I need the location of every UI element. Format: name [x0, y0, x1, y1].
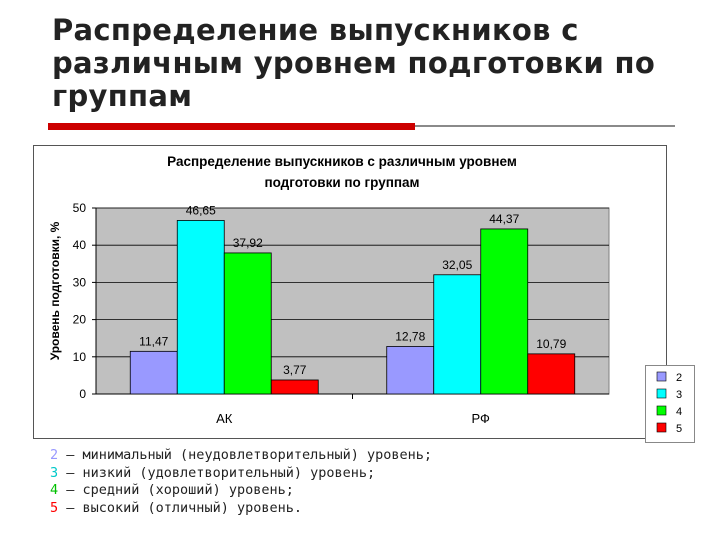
note-text: – высокий (отличный) уровень. [58, 499, 302, 516]
note-text: – низкий (удовлетворительный) уровень; [58, 464, 376, 481]
x-tick-label: РФ [472, 411, 491, 426]
chart-title-line-2: подготовки по группам [264, 175, 419, 190]
data-label: 11,47 [139, 334, 168, 348]
data-label: 3,77 [283, 363, 307, 377]
chart-frame: Распределение выпускников с различным ур… [33, 145, 695, 443]
title-underline-rule [415, 125, 675, 127]
bar [176, 220, 225, 395]
chart-legend: 2 3 4 5 [645, 365, 695, 443]
note-row: 4 – средний (хороший) уровень; [50, 482, 432, 500]
y-axis-title: Уровень подготовки, % [48, 221, 62, 360]
legend-label: 3 [676, 389, 682, 401]
level-notes: 2 – минимальный (неудовлетворительный) у… [50, 447, 432, 517]
note-number: 3 [50, 464, 59, 481]
bar [433, 274, 482, 395]
legend-swatch [656, 405, 667, 416]
bar [386, 346, 435, 395]
bar [270, 379, 319, 395]
data-label: 46,65 [186, 203, 216, 217]
x-tick-label: АК [216, 411, 233, 426]
bar [527, 353, 576, 395]
slide-title: Распределение выпускников с различным ур… [52, 13, 656, 113]
y-tick-label: 20 [73, 313, 87, 327]
note-text: – средний (хороший) уровень; [58, 482, 294, 498]
legend-swatch [656, 371, 667, 382]
legend-label: 4 [676, 406, 682, 418]
legend-swatch [656, 422, 667, 433]
y-tick-label: 30 [73, 275, 87, 289]
chart-title-line-1: Распределение выпускников с различным ур… [167, 154, 517, 169]
data-label: 44,37 [489, 212, 519, 226]
note-number: 2 [50, 447, 59, 463]
note-number: 5 [50, 499, 59, 516]
note-text: – минимальный (неудовлетворительный) уро… [58, 447, 433, 463]
y-tick-label: 50 [73, 201, 87, 215]
note-row: 2 – минимальный (неудовлетворительный) у… [50, 447, 432, 465]
bar [223, 252, 272, 395]
note-number: 4 [50, 482, 59, 498]
data-label: 37,92 [233, 236, 263, 250]
y-tick-label: 10 [73, 350, 87, 364]
legend-swatch [656, 388, 667, 399]
legend-label: 2 [676, 372, 682, 384]
legend-label: 5 [676, 423, 682, 435]
bar-chart: Распределение выпускников с различным ур… [48, 154, 610, 426]
data-label: 32,05 [442, 258, 472, 272]
data-label: 10,79 [536, 337, 566, 351]
y-tick-label: 0 [79, 387, 86, 401]
y-tick-label: 40 [73, 238, 87, 252]
bar [129, 350, 178, 395]
title-underline-accent [48, 123, 415, 130]
note-row: 3 – низкий (удовлетворительный) уровень; [50, 465, 432, 483]
note-row: 5 – высокий (отличный) уровень. [50, 500, 432, 518]
data-label: 12,78 [395, 329, 425, 343]
bar [480, 228, 529, 395]
